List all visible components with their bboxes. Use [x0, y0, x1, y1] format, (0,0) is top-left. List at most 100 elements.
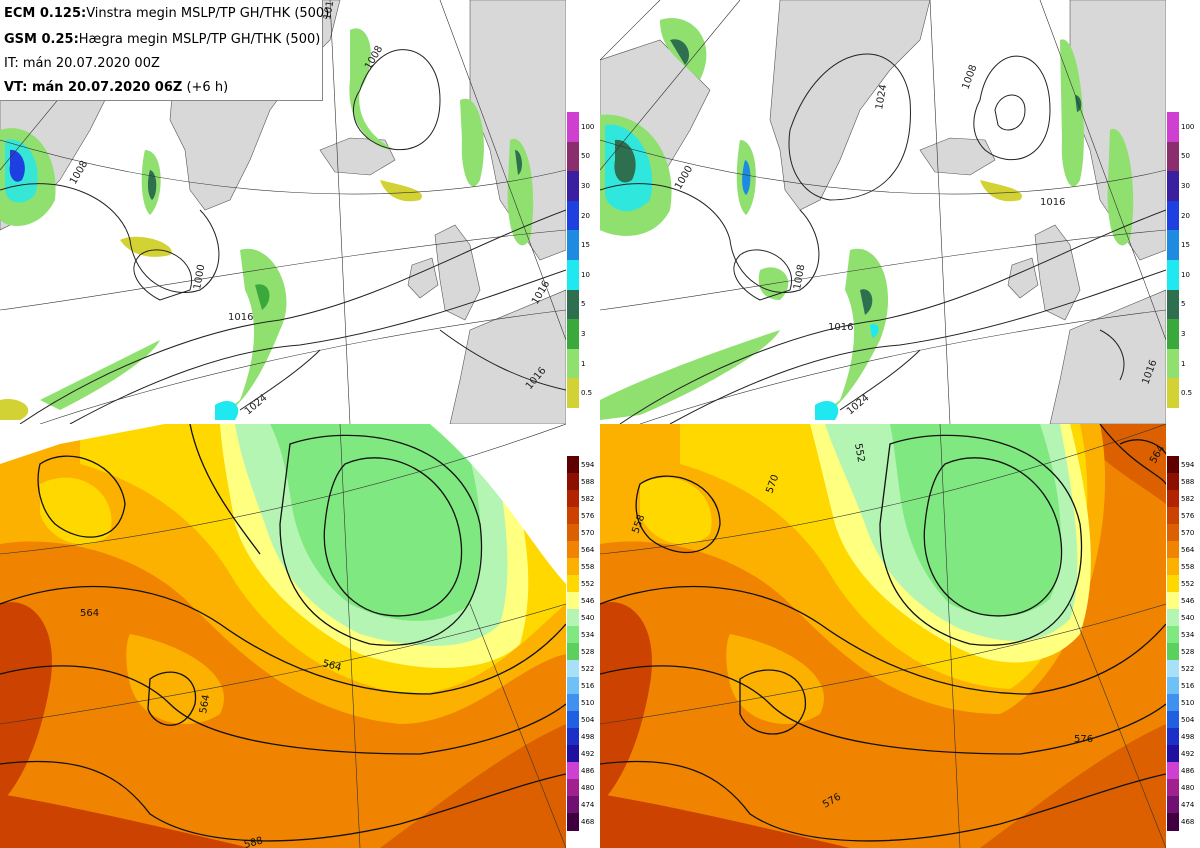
legend-label: 486: [581, 766, 595, 775]
legend-swatch: [1167, 473, 1179, 491]
legend-swatch: [567, 473, 579, 491]
legend-label: 582: [1181, 494, 1195, 503]
legend-swatch: [1167, 348, 1179, 379]
legend-label: 534: [1181, 630, 1195, 639]
legend-label: 546: [1181, 596, 1195, 605]
legend-swatch: [567, 779, 579, 797]
precip-legend-right: 100 50 30 20 15 10 5 3 1 0.5: [1166, 112, 1198, 409]
legend-label: 540: [1181, 613, 1195, 622]
legend-swatch: [567, 112, 579, 143]
valid-time-line: VT: mán 20.07.2020 06Z (+6 h): [4, 80, 229, 95]
legend-label: 15: [581, 241, 590, 250]
legend-swatch: [1167, 171, 1179, 202]
ecm-thickness-map: 564 564 564 588: [0, 424, 566, 848]
legend-label: 474: [581, 800, 595, 809]
legend-label: 534: [581, 630, 595, 639]
legend-label: 468: [581, 817, 595, 826]
svg-text:1008: 1008: [960, 63, 979, 91]
legend-label: 492: [581, 749, 595, 758]
legend-label: 588: [581, 477, 595, 486]
legend-swatch: [567, 694, 579, 712]
legend-swatch: [567, 171, 579, 202]
svg-text:576: 576: [1074, 734, 1093, 745]
legend-swatch: [1167, 711, 1179, 729]
legend-swatch: [567, 762, 579, 780]
legend-label: 3: [1181, 330, 1186, 338]
legend-swatch: [1167, 319, 1179, 350]
svg-text:1008: 1008: [68, 159, 90, 187]
legend-label: 522: [581, 664, 595, 673]
legend-swatch: [1167, 643, 1179, 661]
gsm-mslp-map: 1016 1016 1024 1008 1000 1008 1024 1016: [600, 0, 1166, 424]
legend-swatch: [567, 575, 579, 593]
svg-text:1008: 1008: [792, 264, 807, 291]
thickness-legend-right: 594 588 582 576 570 564 558 552 546 540 534 528 522 5…: [1166, 456, 1198, 831]
svg-text:588: 588: [243, 835, 264, 848]
legend-label: 100: [1181, 122, 1195, 131]
ireland-land: [407, 257, 439, 299]
legend-swatch: [1167, 796, 1179, 814]
legend-label: 510: [581, 698, 595, 707]
graticule: [0, 424, 566, 848]
legend-label: 492: [1181, 749, 1195, 758]
legend-swatch: [1167, 558, 1179, 576]
legend-label: 498: [581, 732, 595, 741]
legend-swatch: [567, 677, 579, 695]
legend-label: 15: [1181, 241, 1190, 250]
legend-label: 528: [581, 647, 595, 656]
legend-swatch: [1167, 230, 1179, 261]
legend-label: 504: [581, 715, 595, 724]
legend-label: 564: [581, 545, 595, 554]
legend-swatch: [567, 745, 579, 763]
legend-swatch: [567, 456, 579, 474]
svg-text:1024: 1024: [243, 393, 270, 418]
thickness-534: [270, 424, 481, 621]
legend-swatch: [1167, 728, 1179, 746]
legend-label: 100: [581, 122, 595, 131]
height-contours: [600, 424, 1166, 842]
legend-label: 10: [581, 270, 590, 279]
legend-swatch: [1167, 677, 1179, 695]
gsm-thickness-panel: 552 570 576 576 558 564: [600, 424, 1166, 848]
legend-swatch: [567, 524, 579, 542]
legend-label: 588: [1181, 477, 1195, 486]
svg-text:1000: 1000: [192, 264, 207, 291]
svg-text:564: 564: [321, 658, 342, 674]
legend-label: 546: [581, 596, 595, 605]
gsm-thickness-map: 552 570 576 576 558 564: [600, 424, 1166, 848]
ecm-model-line: ECM 0.125:Vinstra megin MSLP/TP GH/THK (…: [4, 6, 330, 21]
legend-label: 594: [1181, 460, 1195, 469]
legend-label: 50: [581, 152, 590, 161]
legend-swatch: [567, 660, 579, 678]
legend-swatch: [1167, 762, 1179, 780]
gsm-mslp-panel: 1016 1016 1024 1008 1000 1008 1024 1016: [600, 0, 1166, 424]
legend-swatch: [567, 348, 579, 379]
legend-swatch: [567, 141, 579, 172]
unprojected-area: [430, 424, 566, 584]
legend-label: 0.5: [1181, 389, 1193, 398]
legend-swatch: [1167, 541, 1179, 559]
legend-label: 576: [1181, 511, 1195, 520]
legend-label: 1: [581, 359, 586, 368]
gsm-model-line: GSM 0.25:Hægra megin MSLP/TP GH/THK (500…: [4, 32, 321, 47]
legend-label: 558: [1181, 562, 1195, 571]
legend-label: 552: [1181, 579, 1195, 588]
svg-text:1024: 1024: [845, 393, 872, 418]
isobars: [600, 53, 1166, 424]
svg-text:552: 552: [852, 443, 866, 464]
legend-label: 564: [1181, 545, 1195, 554]
ecm-mslp-map: 1016 1008 1000 1008 1024 1016 1016 1016: [0, 0, 566, 424]
legend-label: 522: [1181, 664, 1195, 673]
legend-swatch: [567, 319, 579, 350]
legend-swatch: [1167, 609, 1179, 627]
thickness-legend-left: 594 588 582 576 570 564 558 552 546 540 534 528 522 5…: [566, 456, 598, 831]
legend-swatch: [1167, 660, 1179, 678]
legend-swatch: [567, 643, 579, 661]
legend-label: 570: [1181, 528, 1195, 537]
legend-swatch: [567, 728, 579, 746]
svg-text:1024: 1024: [874, 84, 889, 111]
legend-label: 558: [581, 562, 595, 571]
warm-core: [0, 602, 52, 804]
legend-swatch: [1167, 490, 1179, 508]
legend-swatch: [1167, 378, 1179, 409]
